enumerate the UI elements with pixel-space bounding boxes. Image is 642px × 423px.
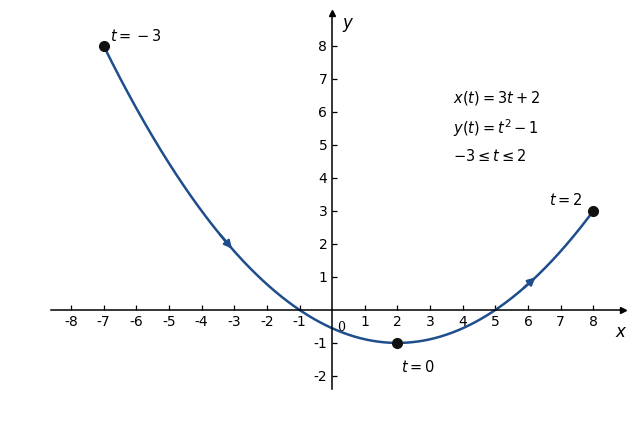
Text: $x(t) = 3t + 2$
$y(t) = t^2 - 1$
$-3 \leq t \leq 2$: $x(t) = 3t + 2$ $y(t) = t^2 - 1$ $-3 \le… — [453, 89, 540, 164]
Text: $t = 2$: $t = 2$ — [550, 192, 583, 208]
Text: $x$: $x$ — [615, 324, 627, 341]
Text: $t = 0$: $t = 0$ — [401, 360, 435, 376]
Text: 0: 0 — [337, 321, 345, 335]
Text: $t = -3$: $t = -3$ — [110, 28, 162, 44]
Text: $y$: $y$ — [342, 16, 354, 34]
